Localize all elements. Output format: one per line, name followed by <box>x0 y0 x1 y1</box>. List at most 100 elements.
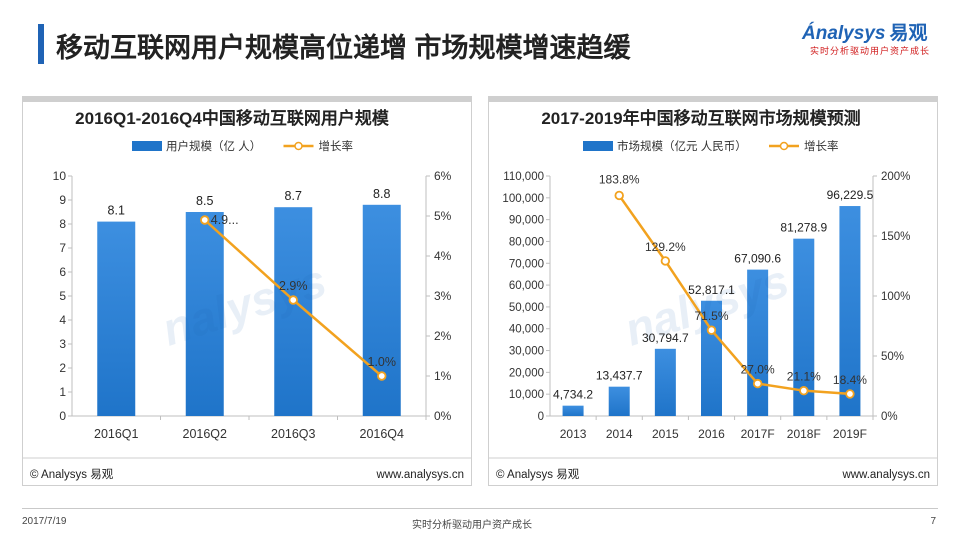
market-x-tick-label: 2016 <box>698 427 725 441</box>
user-y-left-tick-label: 8 <box>59 217 66 231</box>
market-growth-value-label: 183.8% <box>599 172 640 186</box>
market-x-tick-label: 2015 <box>652 427 679 441</box>
user-legend-bar-label: 用户规模（亿 人） <box>166 139 261 153</box>
user-chart-title: 2016Q1-2016Q4中国移动互联网用户规模 <box>75 108 390 128</box>
user-y-right-tick-label: 2% <box>434 329 452 343</box>
user-bar-value-label: 8.5 <box>196 194 213 208</box>
user-scale-chart: 2016Q1-2016Q4中国移动互联网用户规模用户规模（亿 人） 增长率 0 1 2 3… <box>22 96 472 486</box>
market-y-left-tick-label: 60,000 <box>509 280 544 292</box>
market-bar <box>608 386 630 416</box>
user-x-tick-label: 2016Q2 <box>183 427 228 441</box>
market-y-right-tick-label: 100% <box>881 291 910 303</box>
market-bar <box>839 206 861 416</box>
user-y-right-tick-label: 4% <box>434 249 452 263</box>
user-source-text: © Analysys 易观 <box>30 468 114 481</box>
market-y-left-tick-label: 70,000 <box>509 258 544 270</box>
user-y-left-tick-label: 10 <box>53 169 67 183</box>
market-y-left-tick-label: 50,000 <box>509 302 544 314</box>
market-bar <box>562 405 584 416</box>
user-y-left-tick-label: 0 <box>59 409 66 423</box>
page-title: 移动互联网用户规模高位递增 市场规模增速趋缓 <box>56 33 631 63</box>
market-y-left-tick-label: 0 <box>538 411 544 423</box>
user-y-right-tick-label: 6% <box>434 169 452 183</box>
market-bar-value-label: 30,794.7 <box>642 331 689 345</box>
logo-slogan: 实时分析驱动用户资产成长 <box>810 46 931 56</box>
market-y-left-tick-label: 110,000 <box>503 171 544 183</box>
user-legend-line-label: 增长率 <box>319 139 354 153</box>
user-y-left-tick-label: 1 <box>59 385 66 399</box>
logo-a-icon: Á <box>802 23 816 44</box>
market-bar-value-label: 4,734.2 <box>553 388 593 402</box>
market-source-url: www.analysys.cn <box>841 469 930 481</box>
market-x-tick-label: 2013 <box>560 427 587 441</box>
user-growth-value-label: 1.0% <box>368 355 397 369</box>
market-y-right-tick-label: 50% <box>881 351 904 363</box>
market-y-left-tick-label: 40,000 <box>509 324 544 336</box>
market-legend-line-marker <box>779 141 789 151</box>
user-y-left-tick-label: 4 <box>59 313 66 327</box>
market-bar <box>654 348 676 416</box>
market-scale-chart: 2017-2019年中国移动互联网市场规模预测市场规模（亿元 人民币） 增长率 0 1… <box>488 96 938 486</box>
market-bar-value-label: 13,437.7 <box>596 369 643 383</box>
user-growth-value-label: 4.9... <box>211 213 239 227</box>
market-growth-point <box>614 190 624 201</box>
market-source-text: © Analysys 易观 <box>496 468 580 481</box>
market-y-left-tick-label: 100,000 <box>502 193 544 205</box>
market-x-tick-label: 2018F <box>787 427 821 441</box>
logo-text: nalysys <box>815 23 886 44</box>
market-legend-bar-swatch <box>583 141 613 151</box>
user-x-tick-label: 2016Q3 <box>271 427 316 441</box>
user-growth-point <box>200 215 210 225</box>
market-x-tick-label: 2019F <box>833 427 867 441</box>
user-bar <box>362 204 401 416</box>
user-y-right-tick-label: 5% <box>434 209 452 223</box>
market-growth-line <box>618 194 851 396</box>
logo-wordmark: Ánalysys 易观 <box>802 18 927 45</box>
user-bar-value-label: 8.7 <box>285 189 302 203</box>
market-chart-title: 2017-2019年中国移动互联网市场规模预测 <box>541 108 860 128</box>
user-y-left-tick-label: 6 <box>59 265 66 279</box>
user-y-left-tick-label: 5 <box>59 289 66 303</box>
footer-slogan: 实时分析驱动用户资产成长 <box>412 520 532 531</box>
user-bar <box>185 212 224 416</box>
market-bar-value-label: 52,817.1 <box>688 283 735 297</box>
market-growth-point <box>799 385 809 396</box>
market-y-left-tick-label: 90,000 <box>509 215 544 227</box>
user-legend-bar-swatch <box>132 141 162 151</box>
footer-divider <box>22 508 938 509</box>
market-x-tick-label: 2014 <box>606 427 633 441</box>
market-y-right-tick-label: 200% <box>881 171 910 183</box>
user-bar-value-label: 8.1 <box>108 204 125 218</box>
user-y-right-tick-label: 1% <box>434 369 452 383</box>
user-y-right-tick-label: 3% <box>434 289 452 303</box>
market-bar-value-label: 81,278.9 <box>780 221 827 235</box>
market-growth-point <box>752 378 763 389</box>
user-x-tick-label: 2016Q4 <box>360 427 405 441</box>
market-panel-top-strip <box>488 96 938 102</box>
market-legend-line-label: 增长率 <box>804 139 839 153</box>
market-x-tick-label: 2017F <box>741 427 775 441</box>
market-growth-value-label: 129.2% <box>645 240 686 254</box>
market-bar-value-label: 96,229.5 <box>827 188 874 202</box>
logo-cn: 易观 <box>889 23 928 44</box>
market-growth-value-label: 27.0% <box>741 363 775 377</box>
user-bar <box>97 221 136 416</box>
market-growth-point <box>660 256 671 266</box>
user-y-right-tick-label: 0% <box>434 409 452 423</box>
user-growth-point <box>377 371 387 381</box>
market-growth-value-label: 71.5% <box>694 309 728 323</box>
user-growth-point <box>288 295 298 305</box>
market-legend-bar-label: 市场规模（亿元 人民币） <box>617 139 747 153</box>
market-growth-value-label: 18.4% <box>833 373 867 387</box>
market-y-right-tick-label: 0% <box>881 411 898 423</box>
market-y-left-tick-label: 20,000 <box>509 367 544 379</box>
user-y-left-tick-label: 2 <box>59 361 66 375</box>
user-source-url: www.analysys.cn <box>375 469 464 481</box>
user-y-left-tick-label: 3 <box>59 337 66 351</box>
market-growth-value-label: 21.1% <box>787 370 821 384</box>
user-bar-value-label: 8.8 <box>373 187 390 201</box>
title-accent-bar <box>38 24 44 64</box>
market-bar-value-label: 67,090.6 <box>734 252 781 266</box>
user-panel-top-strip <box>22 96 472 102</box>
